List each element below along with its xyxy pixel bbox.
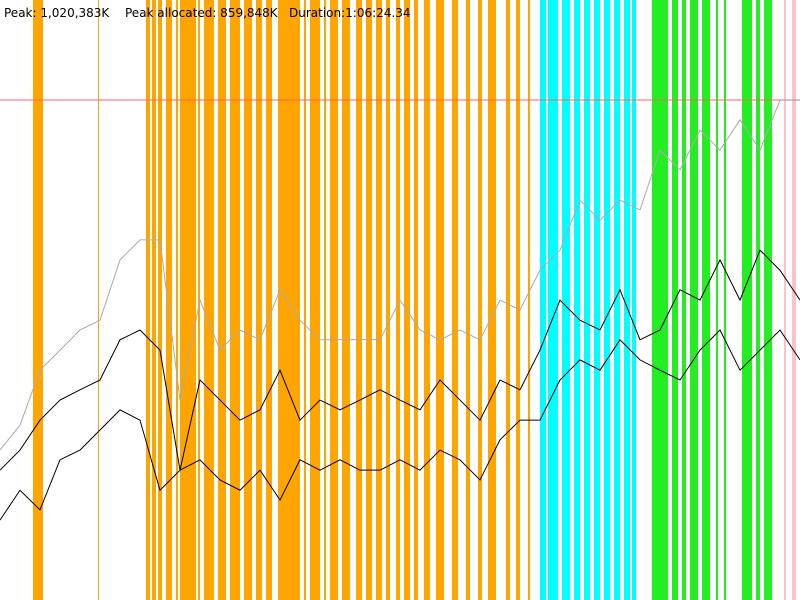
series-line — [0, 249, 800, 471]
event-band — [562, 0, 570, 600]
event-band — [414, 0, 418, 600]
event-band — [342, 0, 350, 600]
event-band — [466, 0, 470, 600]
event-band — [604, 0, 610, 600]
event-band — [614, 0, 620, 600]
event-band — [396, 0, 400, 600]
duration-label: Duration:1:06:24.34 — [289, 6, 411, 20]
event-band — [478, 0, 482, 600]
event-band — [304, 0, 306, 600]
event-band — [146, 0, 150, 600]
event-band — [218, 0, 226, 600]
event-band — [452, 0, 458, 600]
event-band — [33, 0, 43, 600]
event-band — [180, 0, 196, 600]
event-band — [256, 0, 262, 600]
event-band — [632, 0, 636, 600]
event-band — [506, 0, 510, 600]
event-band — [176, 0, 178, 600]
event-band — [702, 0, 710, 600]
event-band — [792, 0, 796, 600]
peak-label: Peak: 1,020,383K — [4, 6, 110, 20]
event-band — [742, 0, 752, 600]
event-band — [356, 0, 362, 600]
event-band — [516, 0, 520, 600]
event-band — [574, 0, 580, 600]
event-band — [528, 0, 530, 600]
bands — [33, 0, 796, 600]
event-band — [724, 0, 726, 600]
event-band — [764, 0, 772, 600]
event-band — [230, 0, 240, 600]
event-band — [166, 0, 172, 600]
event-band — [488, 0, 496, 600]
event-band — [244, 0, 252, 600]
event-band — [548, 0, 558, 600]
event-band — [594, 0, 600, 600]
event-band — [436, 0, 444, 600]
series-line — [0, 99, 800, 451]
event-band — [366, 0, 372, 600]
event-band — [158, 0, 162, 600]
event-band — [424, 0, 430, 600]
event-band — [376, 0, 382, 600]
event-band — [404, 0, 410, 600]
event-band — [756, 0, 760, 600]
event-band — [584, 0, 590, 600]
event-band — [652, 0, 668, 600]
event-band — [690, 0, 698, 600]
event-band — [266, 0, 272, 600]
series-line — [0, 329, 800, 521]
event-band — [330, 0, 338, 600]
event-band — [682, 0, 686, 600]
event-band — [98, 0, 99, 600]
event-band — [386, 0, 390, 600]
allocated-label: Peak allocated: 859,848K — [125, 6, 279, 20]
lines — [0, 99, 800, 521]
event-band — [278, 0, 300, 600]
event-band — [324, 0, 326, 600]
event-band — [310, 0, 320, 600]
event-band — [540, 0, 546, 600]
event-band — [784, 0, 786, 600]
event-band — [624, 0, 630, 600]
event-band — [716, 0, 718, 600]
event-band — [204, 0, 214, 600]
event-band — [152, 0, 156, 600]
event-band — [198, 0, 200, 600]
